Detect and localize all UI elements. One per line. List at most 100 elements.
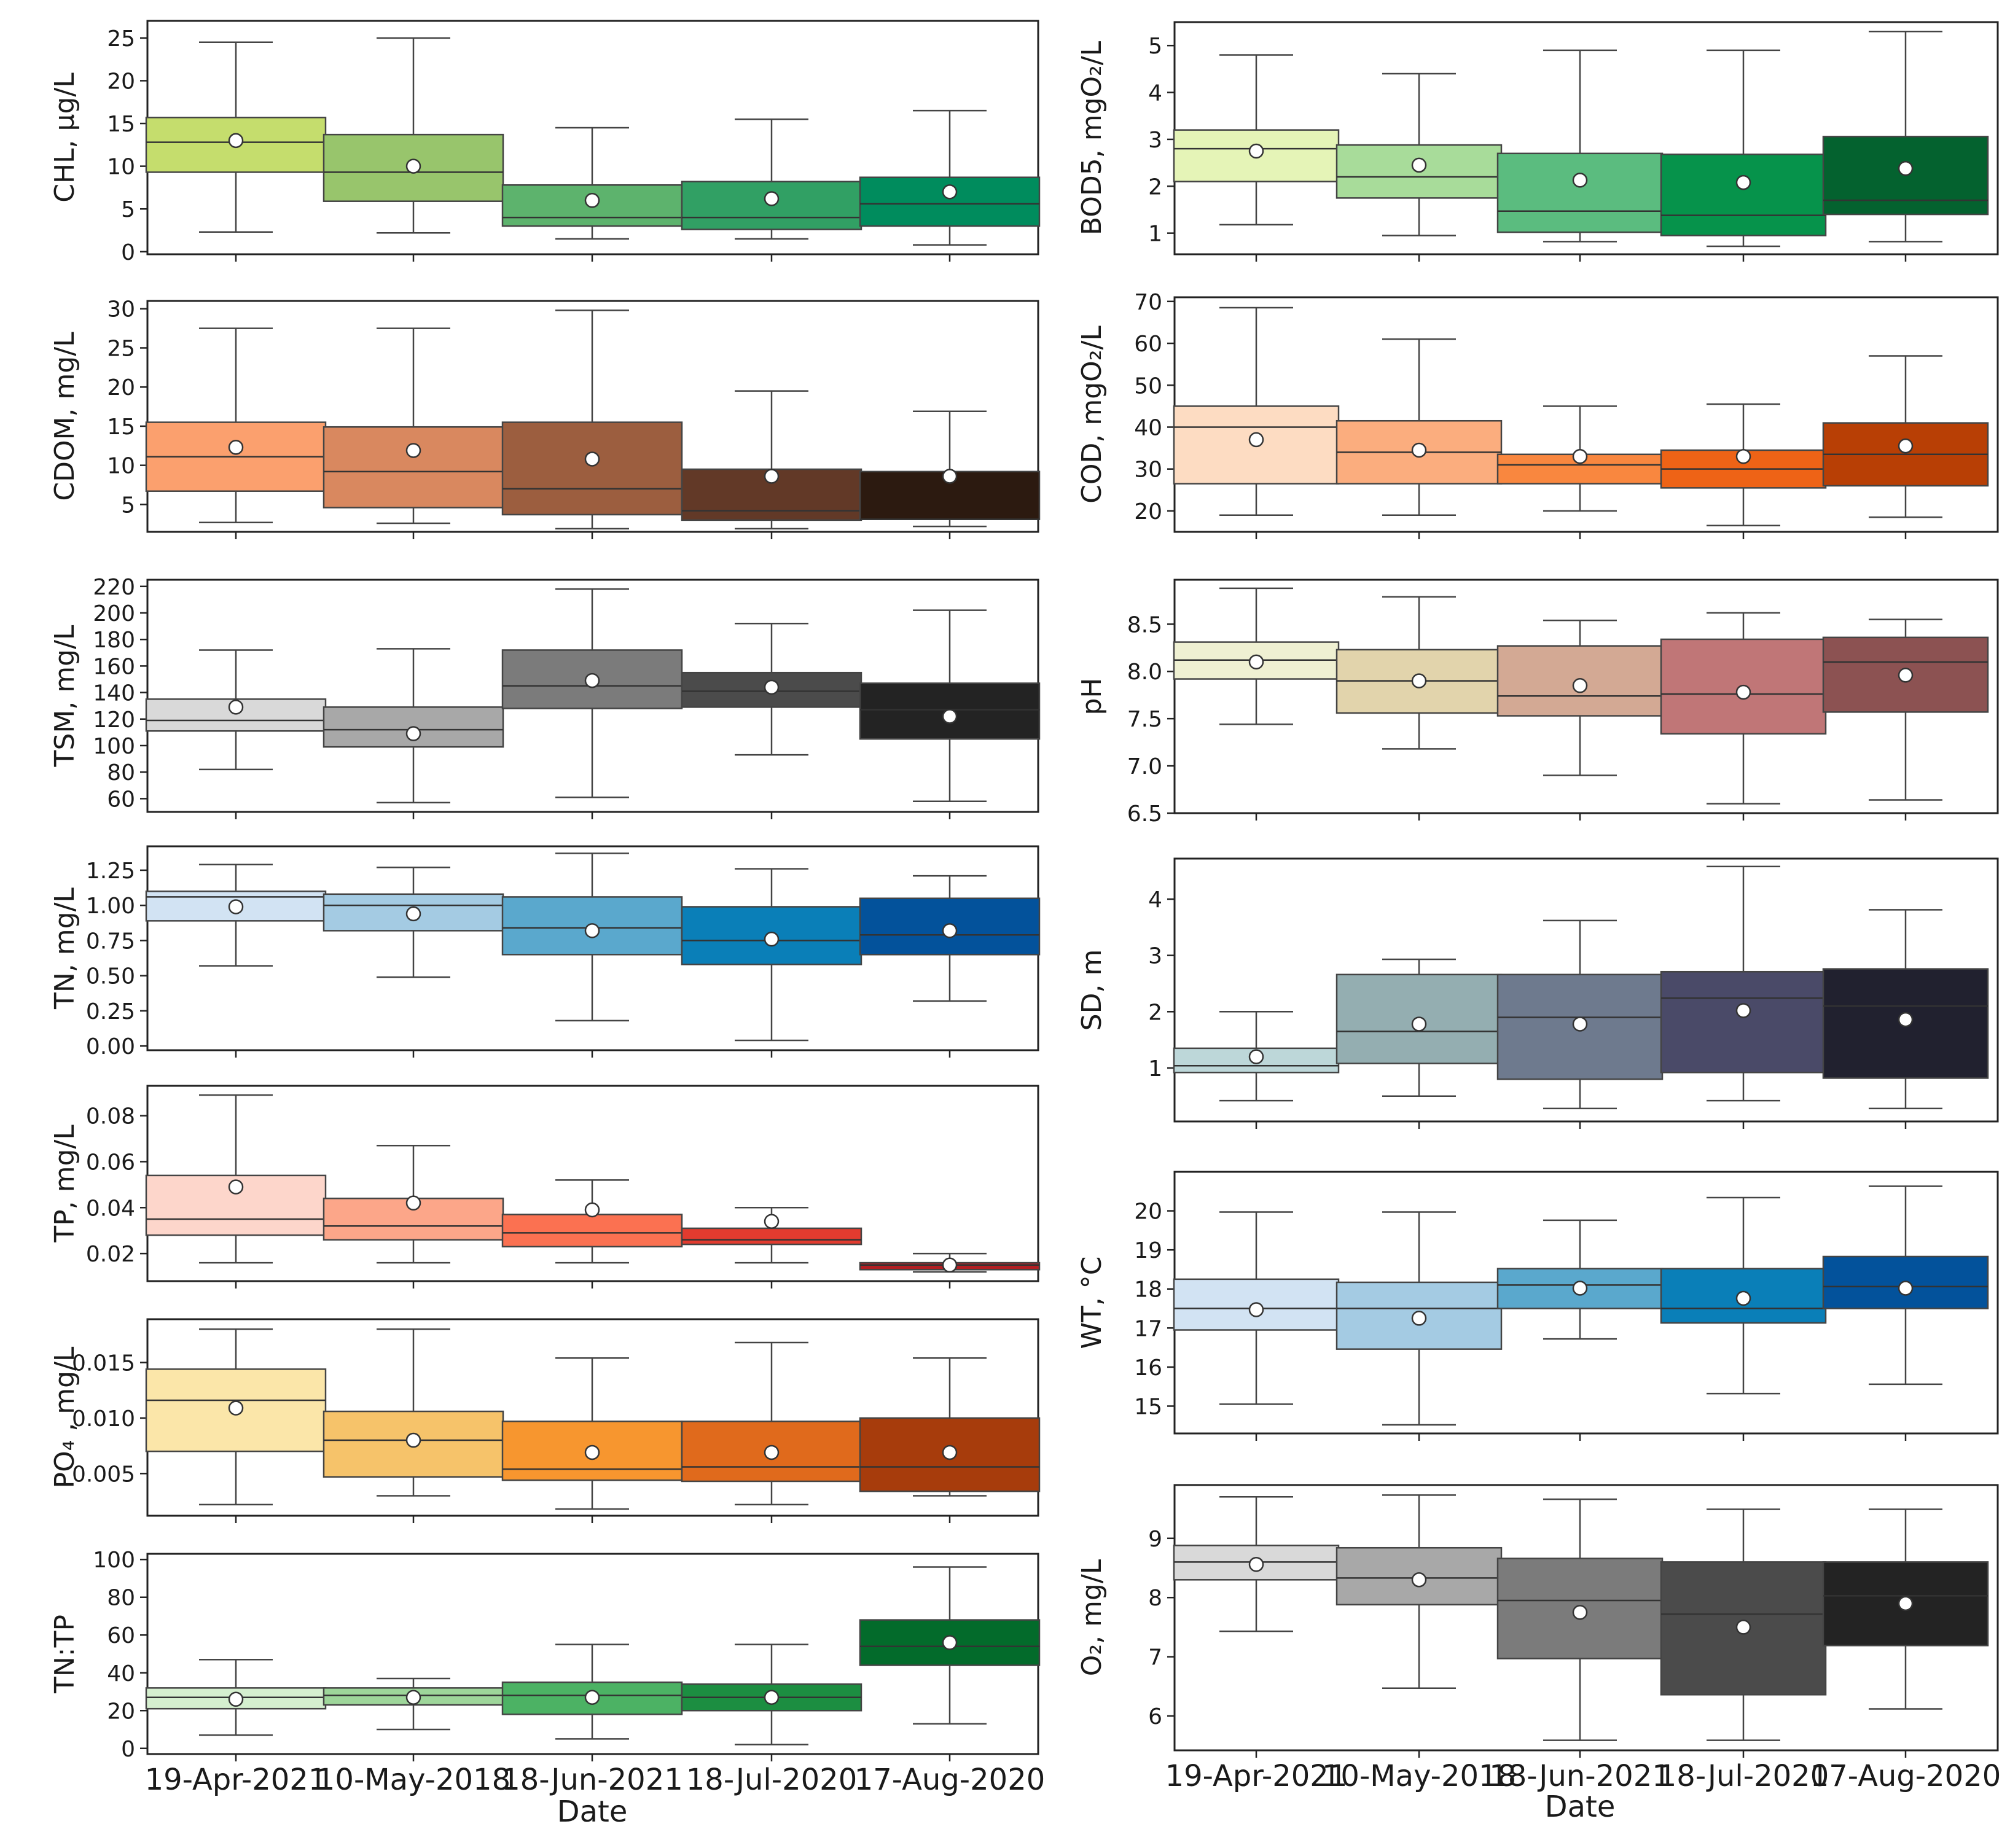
x-tick-label: 19-Apr-2021 (1165, 1759, 1348, 1793)
box-iqr (1660, 154, 1827, 236)
box-iqr (681, 1227, 862, 1246)
mean-marker (942, 184, 958, 200)
box-0 (1173, 54, 1340, 226)
box-4 (859, 609, 1041, 802)
mean-marker (405, 726, 421, 741)
mean-marker (1735, 684, 1751, 700)
y-axis-label: WT, °C (1076, 1256, 1108, 1349)
y-tick-label: 30 (1134, 458, 1162, 483)
y-tick-label: 8.5 (1127, 612, 1162, 637)
mean-marker (1735, 174, 1751, 190)
y-tick-label: 40 (107, 1661, 135, 1686)
mean-marker (1898, 1281, 1914, 1296)
box-4 (859, 1357, 1041, 1497)
box-3 (1660, 403, 1827, 527)
mean-marker (764, 191, 780, 206)
box-3 (1660, 612, 1827, 805)
y-tick-label: 180 (93, 628, 135, 653)
mean-marker (1411, 1311, 1427, 1326)
mean-marker (584, 1444, 600, 1460)
x-tick-label: 18-Jul-2020 (1658, 1759, 1829, 1793)
y-tick-label: 16 (1134, 1355, 1162, 1381)
box-1 (1335, 1211, 1503, 1426)
y-tick-label: 2 (1148, 174, 1162, 200)
y-tick-label: 20 (1134, 1199, 1162, 1225)
mean-marker (1735, 1290, 1751, 1306)
y-tick-label: 1.25 (86, 859, 135, 884)
y-tick-label: 60 (1134, 332, 1162, 357)
mean-marker (405, 158, 421, 174)
box-4 (1822, 909, 1989, 1110)
y-axis-label: O₂, mg/L (1076, 1559, 1108, 1676)
box-4 (1822, 355, 1989, 518)
y-tick-label: 160 (93, 654, 135, 679)
box-4 (859, 109, 1041, 246)
box-0 (1173, 1211, 1340, 1405)
panel-right-3: 1 2 3 4 SD, m (1076, 857, 1999, 1129)
y-tick-label: 15 (107, 415, 135, 440)
y-tick-label: 25 (107, 336, 135, 361)
y-tick-label: 80 (107, 1586, 135, 1611)
y-tick-label: 140 (93, 681, 135, 706)
box-4 (859, 1252, 1041, 1273)
mean-marker (228, 1691, 244, 1707)
box-3 (1660, 1196, 1827, 1395)
mean-marker (942, 469, 958, 484)
mean-marker (228, 700, 244, 715)
mean-marker (1735, 1003, 1751, 1018)
box-1 (323, 867, 504, 978)
mean-marker (942, 1257, 958, 1273)
mean-marker (764, 1214, 780, 1229)
y-tick-label: 0.010 (72, 1406, 135, 1432)
box-4 (1822, 1185, 1989, 1386)
mean-marker (1248, 1556, 1264, 1572)
mean-marker (1898, 1596, 1914, 1612)
mean-marker (1572, 1605, 1588, 1620)
box-2 (501, 588, 683, 798)
mean-marker (1898, 161, 1914, 176)
y-tick-label: 10 (107, 454, 135, 479)
y-tick-label: 8 (1148, 1586, 1162, 1611)
mean-marker (942, 923, 958, 938)
box-3 (1660, 865, 1827, 1102)
box-3 (681, 1207, 862, 1264)
y-tick-label: 15 (107, 112, 135, 137)
box-0 (145, 327, 327, 523)
box-4 (859, 1566, 1041, 1725)
y-tick-label: 0.005 (72, 1462, 135, 1487)
panel-right-5: 6 7 8 9 O₂, mg/L 19-Apr-202110-May-201818-Jun… (1076, 1484, 2001, 1793)
y-tick-label: 5 (121, 197, 135, 222)
box-1 (323, 37, 504, 234)
y-tick-label: 8.0 (1127, 660, 1162, 685)
box-2 (501, 127, 683, 240)
mean-marker (228, 133, 244, 149)
panel-left-1: 5 10 15 20 25 30 CDOM, mg/L (49, 297, 1041, 539)
box-4 (859, 410, 1041, 528)
box-iqr (681, 181, 862, 230)
box-2 (501, 1357, 683, 1510)
mean-marker (1572, 1281, 1588, 1296)
box-3 (681, 1643, 862, 1745)
y-tick-label: 0.00 (86, 1034, 135, 1059)
mean-marker (1411, 442, 1427, 458)
mean-marker (584, 923, 600, 938)
x-tick-label: 19-Apr-2021 (145, 1763, 327, 1797)
box-iqr (1496, 152, 1664, 233)
box-iqr (501, 421, 683, 516)
mean-marker (942, 709, 958, 724)
y-tick-label: 200 (93, 601, 135, 626)
x-tick-label: 17-Aug-2020 (854, 1763, 1046, 1797)
y-tick-label: 0 (121, 240, 135, 265)
box-4 (1822, 31, 1989, 243)
y-tick-label: 3 (1148, 128, 1162, 153)
mean-marker (584, 1202, 600, 1218)
y-tick-label: 17 (1134, 1316, 1162, 1341)
y-tick-label: 100 (93, 734, 135, 759)
mean-marker (1411, 673, 1427, 688)
box-3 (681, 868, 862, 1042)
mean-marker (228, 1179, 244, 1195)
mean-marker (1572, 1016, 1588, 1032)
panel-right-0: 1 2 3 4 5 BOD5, mgO₂/L (1076, 21, 1999, 262)
